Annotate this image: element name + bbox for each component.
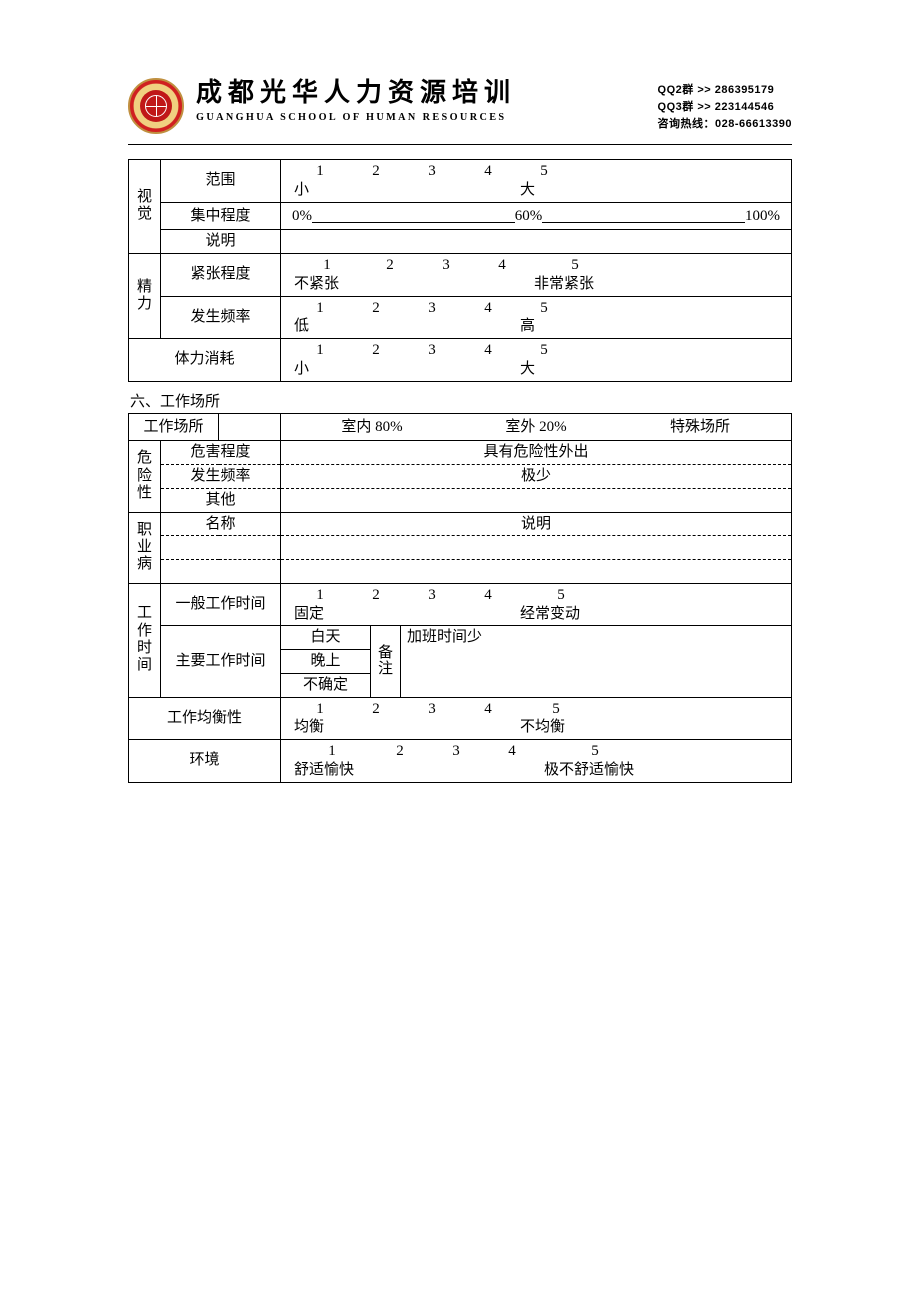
label-physical: 体力消耗: [129, 339, 281, 382]
label-danger-degree: 危害程度: [161, 441, 281, 465]
label-general-worktime: 一般工作时间: [161, 583, 281, 626]
hotline-line: 咨询热线：028-66613390: [658, 116, 792, 133]
title-block: 成都光华人力资源培训 GUANGHUA SCHOOL OF HUMAN RESO…: [196, 78, 646, 123]
workplace-table: 工作场所 室内 80% 室外 20% 特殊场所 危险性 危害程度 具有危险性外出…: [128, 413, 792, 783]
contact-info: QQ2群 >> 286395179 QQ3群 >> 223144546 咨询热线…: [658, 78, 792, 133]
scale-physical: 1小 2 3 4 5大: [281, 339, 792, 382]
scale-freq: 1低 2 3 4 5高: [281, 296, 792, 339]
page-header: 成都光华人力资源培训 GUANGHUA SCHOOL OF HUMAN RESO…: [128, 78, 792, 134]
disease-row-2b: [281, 536, 792, 560]
group-worktime: 工作时间: [129, 583, 161, 697]
scale-general-worktime: 1固定 2 3 4 5经常变动: [281, 583, 792, 626]
location-values: 室内 80% 室外 20% 特殊场所: [281, 413, 792, 441]
label-location: 工作场所: [129, 413, 219, 441]
disease-row-3a: [161, 560, 281, 584]
title-en: GUANGHUA SCHOOL OF HUMAN RESOURCES: [196, 112, 646, 123]
vision-note-cell: [281, 230, 792, 254]
scale-env: 1舒适愉快 2 3 4 5极不舒适愉快: [281, 740, 792, 783]
label-danger-freq: 发生频率: [161, 465, 281, 489]
qq3-line: QQ3群 >> 223144546: [658, 99, 792, 116]
qq2-line: QQ2群 >> 286395179: [658, 82, 792, 99]
label-range: 范围: [161, 160, 281, 203]
group-disease: 职业病: [129, 512, 161, 583]
val-danger-other: [281, 488, 792, 512]
mwt-unsure: 不确定: [281, 673, 370, 697]
section-6-title: 六、工作场所: [130, 390, 792, 411]
mwt-note-value: 加班时间少: [401, 626, 791, 696]
scale-tension: 1不紧张 2 3 4 5非常紧张: [281, 254, 792, 297]
title-cn: 成都光华人力资源培训: [196, 78, 646, 107]
location-empty-cell: [219, 413, 281, 441]
school-logo: [128, 78, 184, 134]
disease-row-3b: [281, 560, 792, 584]
val-danger-degree: 具有危险性外出: [281, 441, 792, 465]
disease-row-2a: [161, 536, 281, 560]
concentration-pct: 0% 60% 100%: [281, 202, 792, 230]
group-vision: 视觉: [129, 160, 161, 254]
label-main-worktime: 主要工作时间: [161, 626, 281, 697]
label-freq: 发生频率: [161, 296, 281, 339]
mwt-day: 白天: [281, 626, 370, 649]
group-danger: 危险性: [129, 441, 161, 512]
label-balance: 工作均衡性: [129, 697, 281, 740]
label-danger-other: 其他: [161, 488, 281, 512]
scale-balance: 1均衡 2 3 4 5不均衡: [281, 697, 792, 740]
group-energy: 精力: [129, 254, 161, 339]
mwt-night: 晚上: [281, 649, 370, 673]
label-tension: 紧张程度: [161, 254, 281, 297]
val-danger-freq: 极少: [281, 465, 792, 489]
label-disease-name: 名称: [161, 512, 281, 536]
mwt-note-label: 备注: [371, 626, 401, 696]
label-disease-note: 说明: [281, 512, 792, 536]
label-concentration: 集中程度: [161, 202, 281, 230]
assessment-table-1: 视觉 范围 1小 2 3 4 5大 集中程度 0% 60% 100% 说明: [128, 159, 792, 382]
label-vision-note: 说明: [161, 230, 281, 254]
label-env: 环境: [129, 740, 281, 783]
header-divider: [128, 144, 792, 145]
main-worktime-cell: 白天 晚上 不确定 备注 加班时间少: [281, 626, 792, 697]
scale-range: 1小 2 3 4 5大: [281, 160, 792, 203]
